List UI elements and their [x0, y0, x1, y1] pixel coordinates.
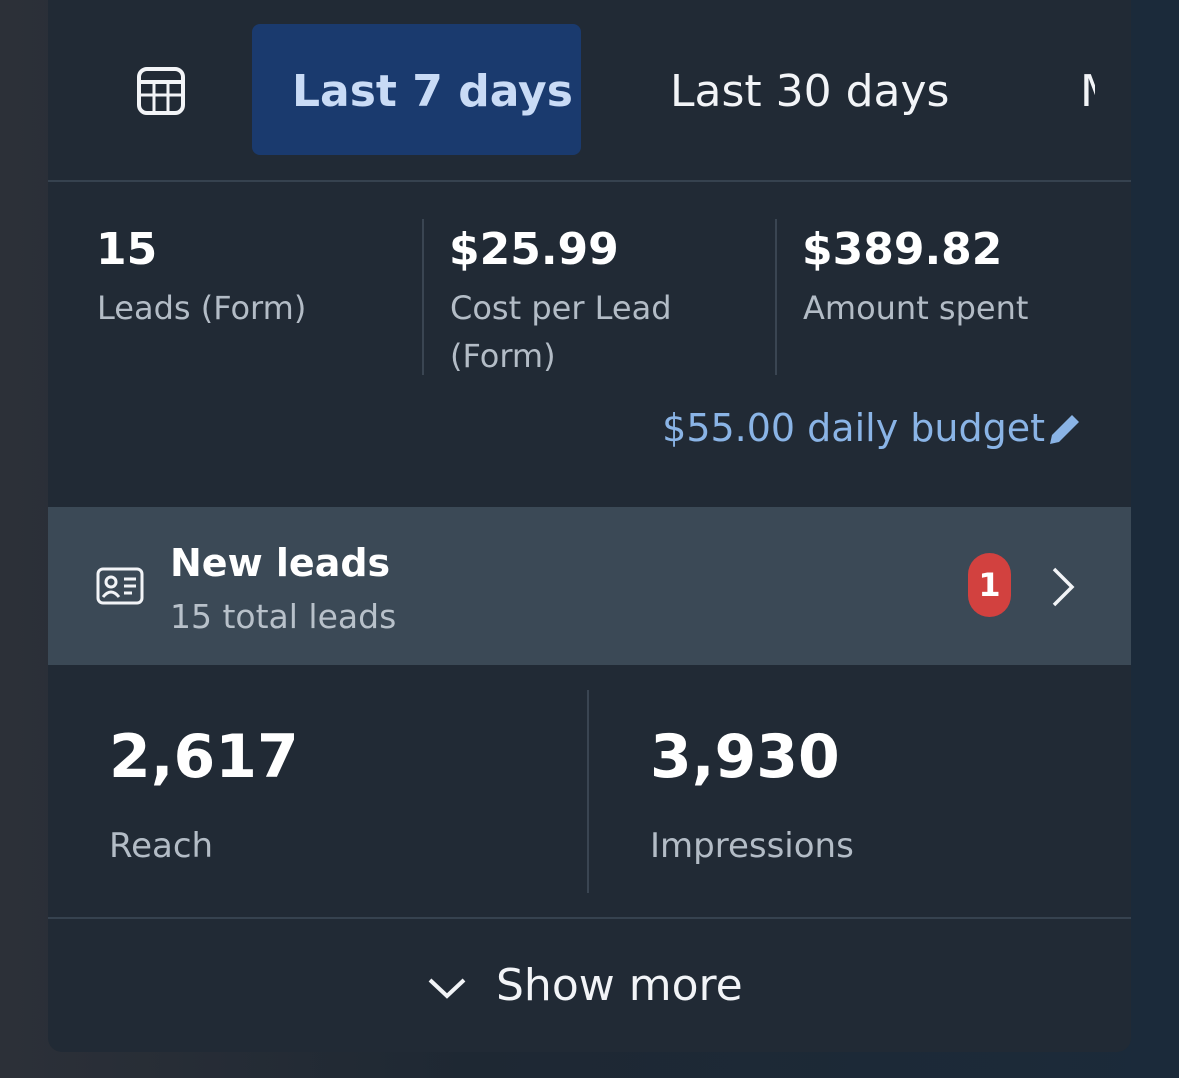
divider	[775, 219, 777, 375]
metric-value: $25.99	[449, 224, 619, 275]
metric-label: Cost per Lead (Form)	[450, 289, 672, 375]
metric-label: Leads (Form)	[97, 289, 307, 327]
calendar-icon[interactable]	[136, 66, 186, 116]
tab[interactable]: Last 30 days	[670, 66, 950, 117]
stat-value: 3,930	[650, 722, 840, 792]
stat-label: Impressions	[650, 826, 854, 866]
active-tab-bg	[252, 24, 581, 155]
new-leads-row[interactable]: New leads 15 total leads 1	[48, 507, 1131, 665]
budget-link[interactable]: $55.00 daily budget	[662, 406, 1045, 450]
chevron-right	[1052, 567, 1075, 607]
stat-label: Reach	[109, 826, 214, 866]
lead-icon	[96, 567, 144, 605]
row-title: New leads	[170, 541, 391, 585]
badge: 1	[968, 553, 1011, 617]
edit-icon[interactable]	[1046, 410, 1084, 448]
tab[interactable]: M	[1080, 66, 1095, 117]
divider	[587, 690, 589, 893]
divider	[48, 180, 1131, 182]
metric-value: $389.82	[802, 224, 1003, 275]
row-subtitle: 15 total leads	[170, 597, 397, 636]
chevron-down[interactable]	[426, 974, 468, 1002]
divider	[48, 917, 1131, 919]
tab[interactable]: Last 7 days	[292, 66, 573, 117]
show-more[interactable]: Show more	[496, 960, 743, 1011]
metric-label: Amount spent	[803, 289, 1029, 327]
divider	[422, 219, 424, 375]
insights-card: Last 7 days Last 30 days M 15 Leads (For…	[48, 0, 1131, 1052]
stat-value: 2,617	[109, 722, 299, 792]
metric-value: 15	[96, 224, 158, 275]
